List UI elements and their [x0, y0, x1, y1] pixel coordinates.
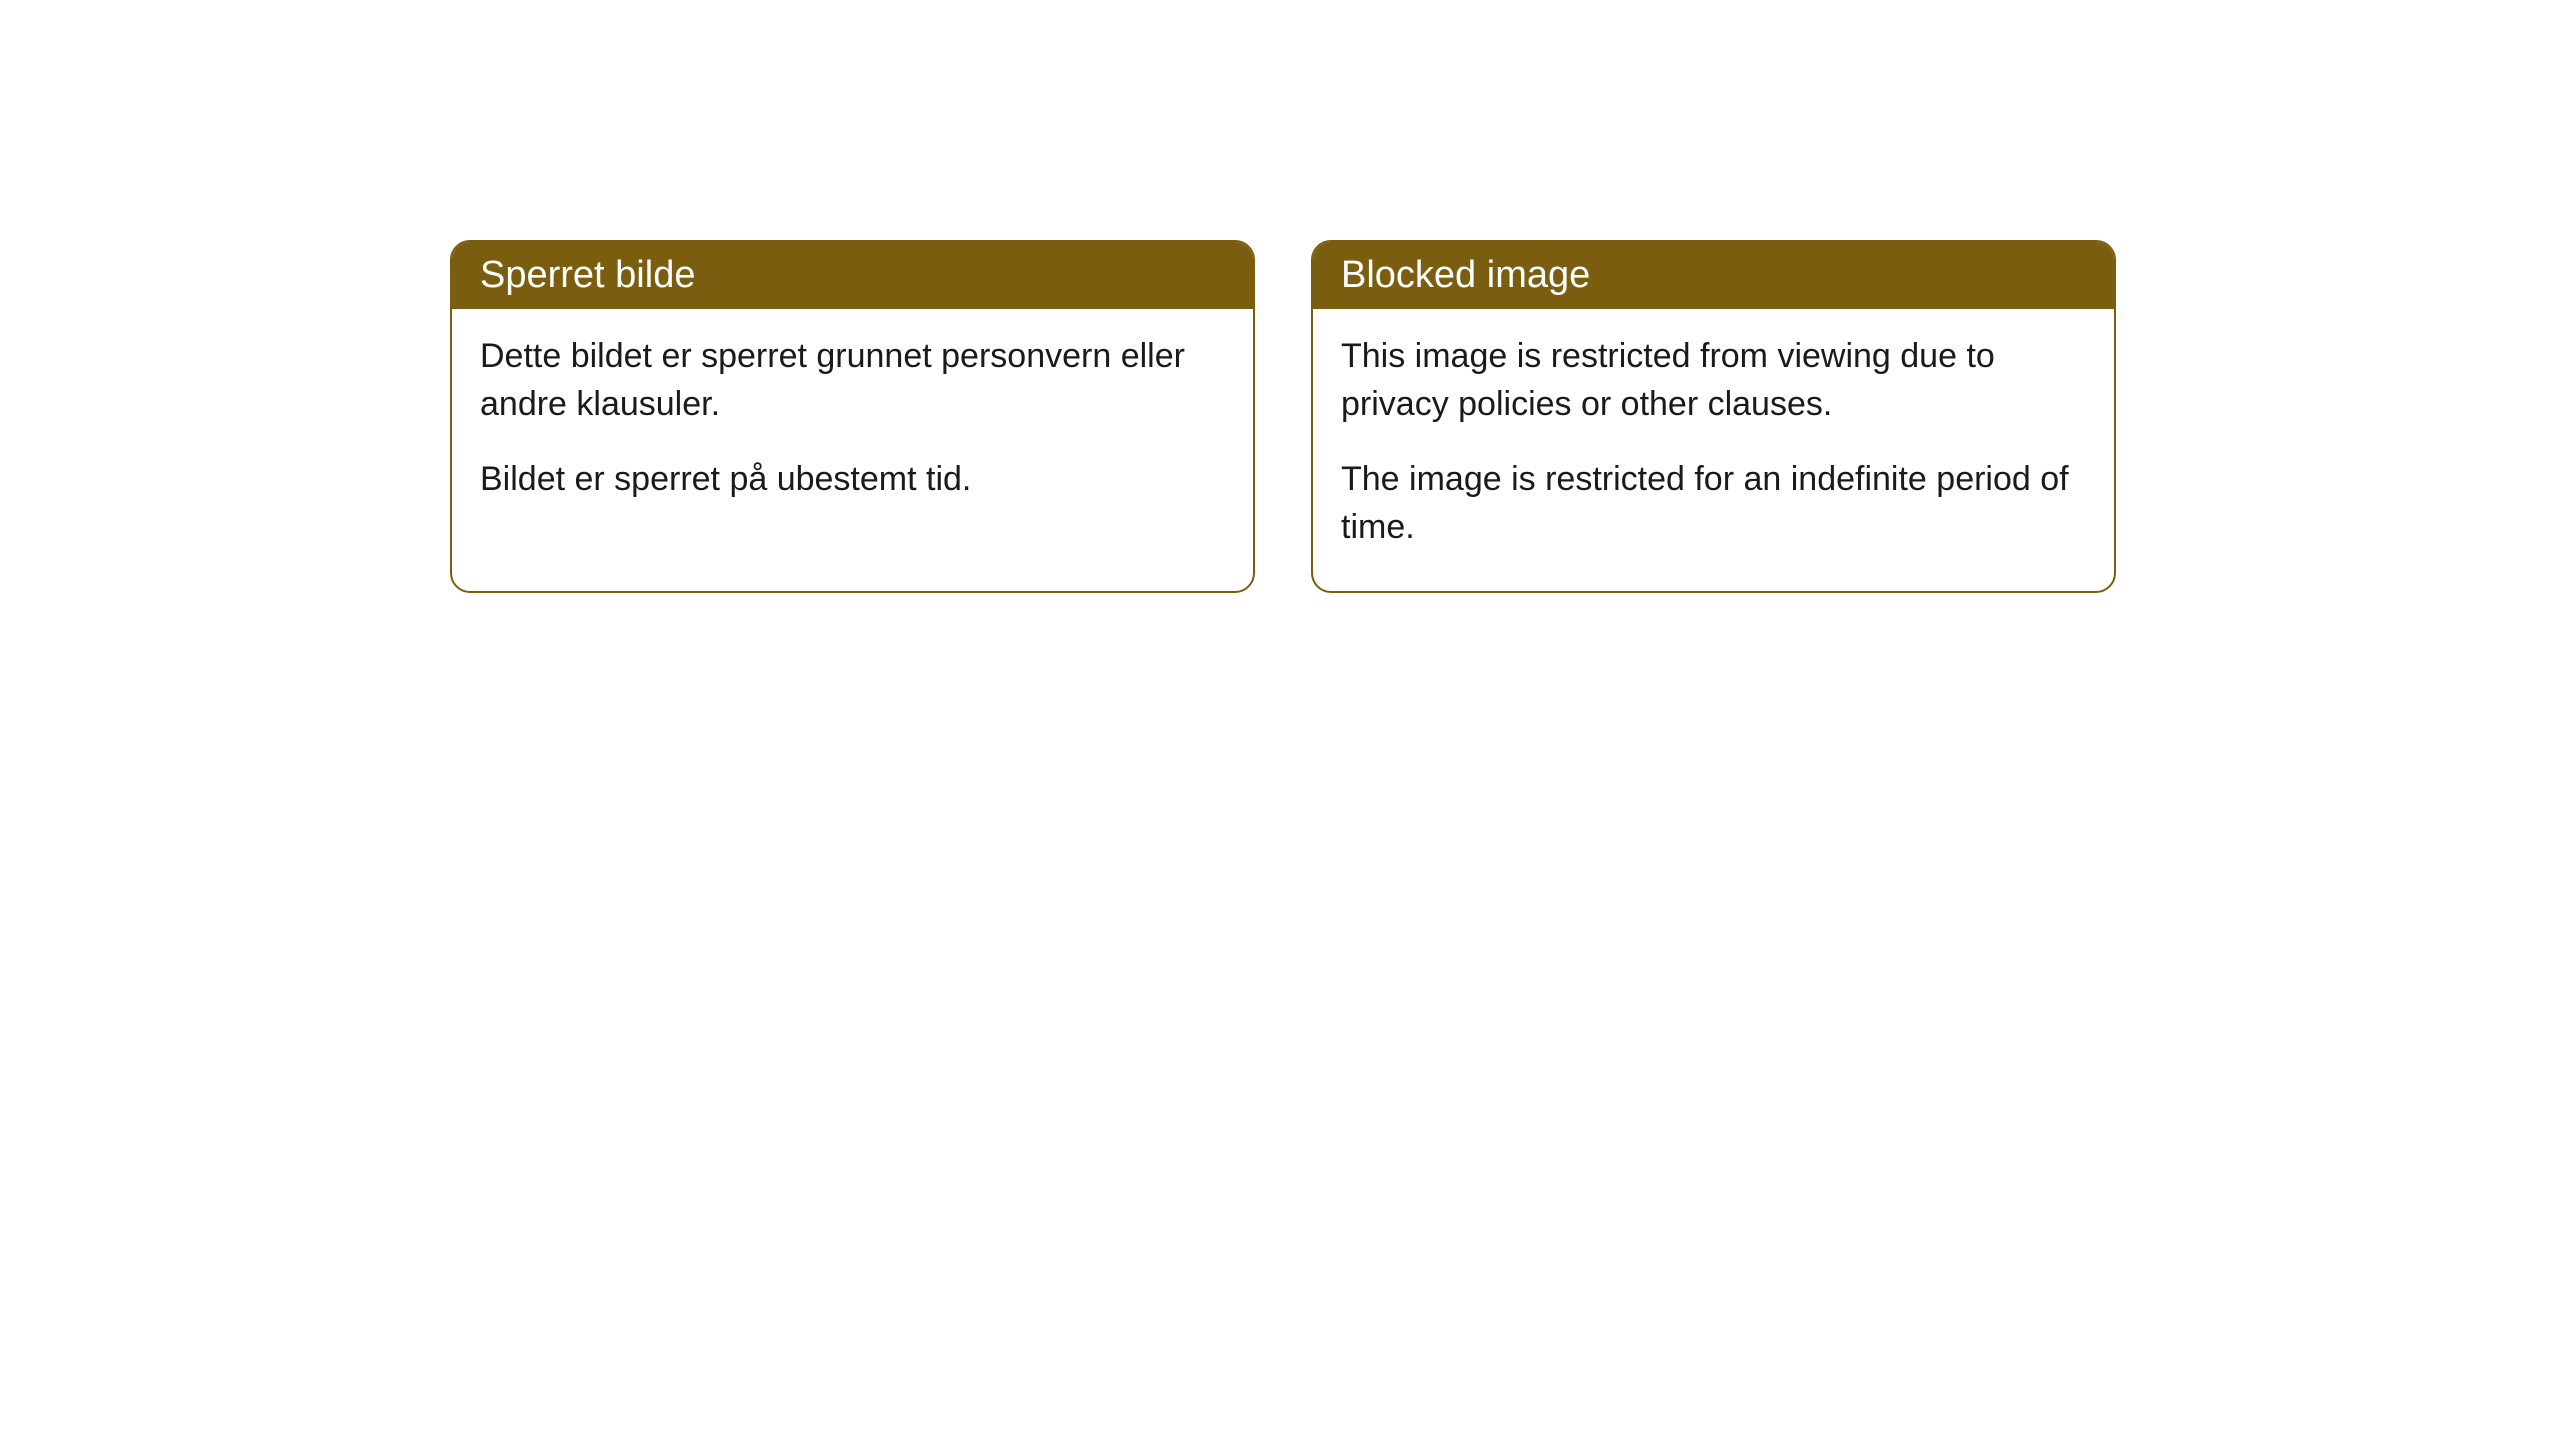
blocked-image-card-no: Sperret bilde Dette bildet er sperret gr… [450, 240, 1255, 593]
card-text-no-1: Dette bildet er sperret grunnet personve… [480, 333, 1225, 428]
card-header-en: Blocked image [1313, 242, 2114, 309]
blocked-image-card-en: Blocked image This image is restricted f… [1311, 240, 2116, 593]
notice-cards-container: Sperret bilde Dette bildet er sperret gr… [450, 240, 2116, 593]
card-body-en: This image is restricted from viewing du… [1313, 309, 2114, 591]
card-text-en-1: This image is restricted from viewing du… [1341, 333, 2086, 428]
card-header-no: Sperret bilde [452, 242, 1253, 309]
card-text-no-2: Bildet er sperret på ubestemt tid. [480, 456, 1225, 504]
card-text-en-2: The image is restricted for an indefinit… [1341, 456, 2086, 551]
card-body-no: Dette bildet er sperret grunnet personve… [452, 309, 1253, 544]
